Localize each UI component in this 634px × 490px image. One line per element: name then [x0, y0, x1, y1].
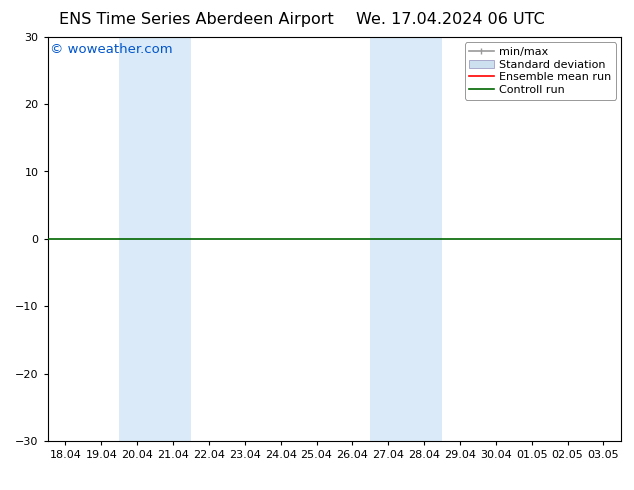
Bar [370, 37, 442, 441]
Text: ENS Time Series Aberdeen Airport: ENS Time Series Aberdeen Airport [59, 12, 334, 27]
Text: © woweather.com: © woweather.com [51, 43, 173, 56]
Legend: min/max, Standard deviation, Ensemble mean run, Controll run: min/max, Standard deviation, Ensemble me… [465, 42, 616, 99]
Text: We. 17.04.2024 06 UTC: We. 17.04.2024 06 UTC [356, 12, 545, 27]
Bar [119, 37, 191, 441]
